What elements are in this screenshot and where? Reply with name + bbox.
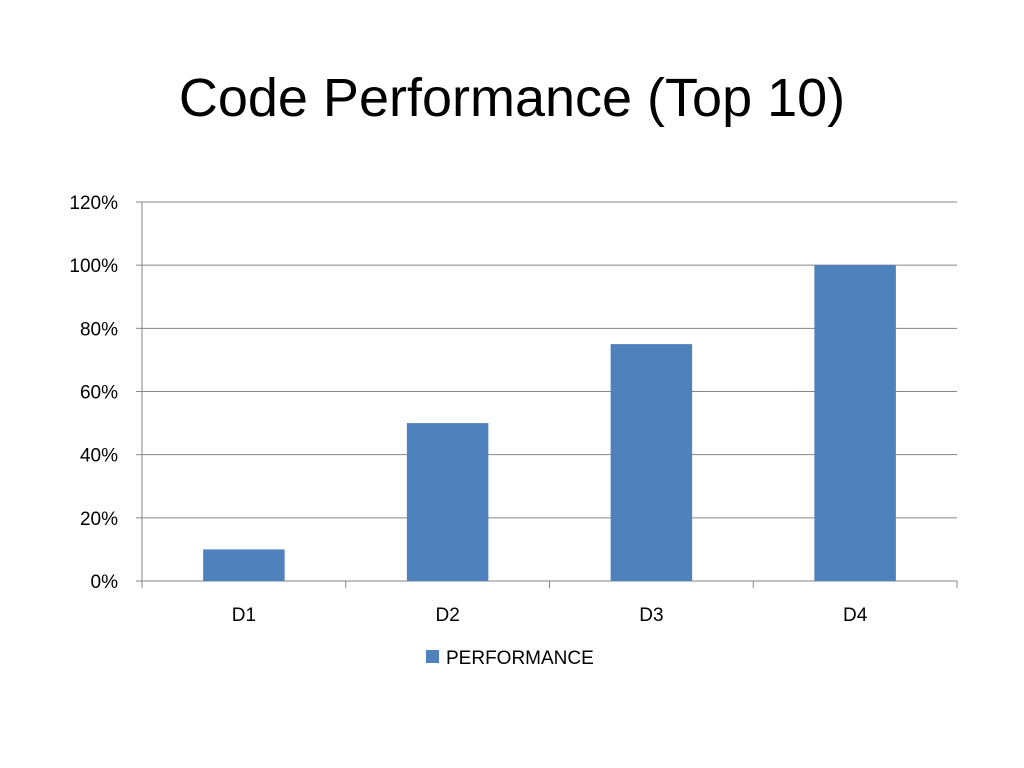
y-tick-label: 120% xyxy=(69,193,118,214)
legend-label: PERFORMANCE xyxy=(446,648,594,669)
y-tick-label: 40% xyxy=(80,446,118,467)
y-tick-label: 60% xyxy=(80,383,118,404)
y-tick-label: 80% xyxy=(80,319,118,340)
legend-swatch xyxy=(426,650,439,663)
y-tick-label: 100% xyxy=(69,256,118,277)
bars xyxy=(203,265,896,581)
x-tick-label: D3 xyxy=(639,605,663,626)
bar-d4 xyxy=(814,265,896,581)
legend: PERFORMANCE xyxy=(426,648,594,669)
x-tick-label: D4 xyxy=(843,605,868,626)
y-tick-labels: 0% 20% 40% 60% 80% 100% 120% xyxy=(69,193,118,593)
y-tick-label: 20% xyxy=(80,509,118,530)
bar-d3 xyxy=(610,344,693,581)
x-tick-labels: D1 D2 D3 D4 xyxy=(232,605,868,626)
gridlines xyxy=(142,201,957,519)
x-tick-label: D2 xyxy=(435,605,459,626)
bar-d2 xyxy=(406,423,489,581)
bar-d1 xyxy=(203,549,285,581)
x-tick-label: D1 xyxy=(232,605,256,626)
y-tick-label: 0% xyxy=(91,572,119,593)
page-title: Code Performance (Top 10) xyxy=(178,68,846,128)
